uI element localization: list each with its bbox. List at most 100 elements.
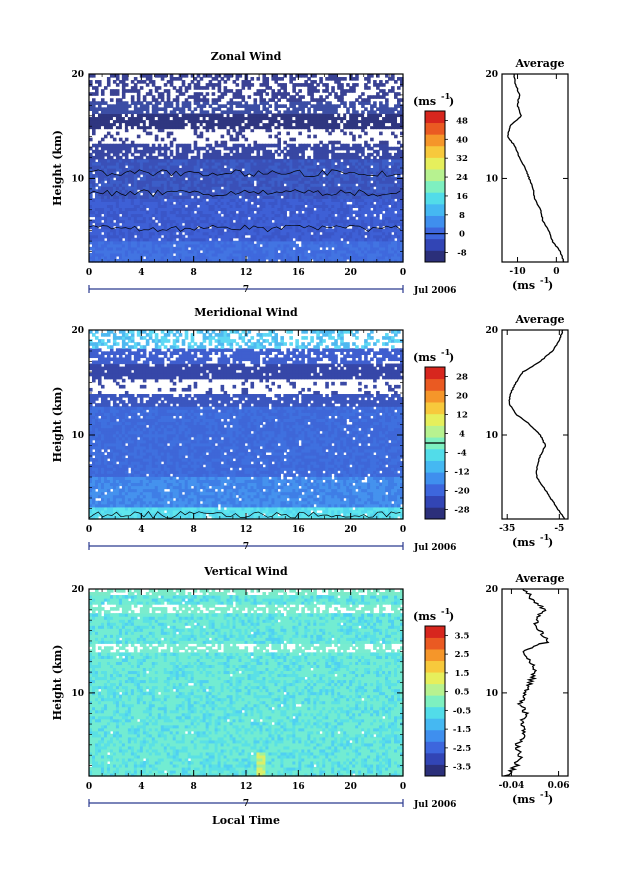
heatmap-cell <box>166 237 171 242</box>
heatmap-cell <box>103 125 108 130</box>
heatmap-cell <box>175 89 180 93</box>
heatmap-cell <box>328 243 332 248</box>
heatmap-cell <box>163 213 168 218</box>
heatmap-cell <box>151 143 156 148</box>
heatmap-cell <box>205 98 210 102</box>
heatmap-cell <box>310 86 314 90</box>
heatmap-cell <box>376 107 380 111</box>
heatmap-cell <box>199 189 204 193</box>
heatmap-cell <box>289 80 293 84</box>
heatmap-cell <box>214 140 219 145</box>
heatmap-cell <box>397 122 401 127</box>
heatmap-cell <box>163 146 168 151</box>
heatmap-cell <box>208 143 213 148</box>
heatmap-cell <box>127 249 132 254</box>
heatmap-cell <box>367 249 371 254</box>
heatmap-cell <box>325 161 329 166</box>
heatmap-cell <box>271 143 276 148</box>
heatmap-cell <box>226 168 231 172</box>
heatmap-cell <box>295 249 299 254</box>
heatmap-cell <box>121 152 126 157</box>
heatmap-cell <box>184 186 189 190</box>
heatmap-cell <box>391 204 395 209</box>
heatmap-cell <box>187 164 192 169</box>
heatmap-cell <box>241 128 246 133</box>
heatmap-cell <box>112 146 117 151</box>
heatmap-cell <box>106 146 111 151</box>
heatmap-cell <box>163 210 168 215</box>
heatmap-cell <box>268 174 273 178</box>
heatmap-cell <box>214 216 219 221</box>
heatmap-cell <box>325 125 329 130</box>
heatmap-cell <box>346 189 350 193</box>
heatmap-cell <box>301 180 305 184</box>
heatmap-cell <box>130 213 135 218</box>
heatmap-cell <box>295 125 299 130</box>
heatmap-cell <box>292 252 296 257</box>
heatmap-cell <box>121 161 126 166</box>
heatmap-cell <box>289 195 293 199</box>
heatmap-cell <box>157 231 162 236</box>
heatmap-cell <box>289 201 293 205</box>
heatmap-cell <box>316 143 320 148</box>
heatmap-cell <box>151 255 156 260</box>
heatmap-cell <box>322 192 326 196</box>
heatmap-cell <box>109 113 114 118</box>
heatmap-cell <box>316 198 320 202</box>
heatmap-cell <box>97 222 102 227</box>
heatmap-cell <box>277 131 281 136</box>
heatmap-cell <box>211 86 216 90</box>
heatmap-cell <box>316 237 320 242</box>
heatmap-cell <box>319 164 323 169</box>
heatmap-cell <box>160 146 165 151</box>
heatmap-cell <box>142 128 147 133</box>
heatmap-cell <box>382 174 386 178</box>
heatmap-cell <box>259 222 264 227</box>
heatmap-cell <box>148 131 153 136</box>
heatmap-cell <box>232 137 237 142</box>
heatmap-cell <box>364 207 368 212</box>
heatmap-cell <box>358 201 362 205</box>
heatmap-cell <box>226 183 231 187</box>
heatmap-cell <box>94 143 99 148</box>
heatmap-cell <box>310 210 314 215</box>
heatmap-cell <box>163 104 168 108</box>
heatmap-cell <box>91 198 96 202</box>
heatmap-cell <box>103 146 108 151</box>
heatmap-cell <box>391 192 395 196</box>
heatmap-cell <box>340 198 344 202</box>
heatmap-cell <box>106 119 111 124</box>
heatmap-cell <box>154 158 159 163</box>
heatmap-cell <box>391 255 395 260</box>
heatmap-cell <box>295 237 299 242</box>
heatmap-cell <box>379 228 383 233</box>
heatmap-cell <box>112 207 117 212</box>
heatmap-cell <box>343 195 347 199</box>
heatmap-cell <box>286 243 290 248</box>
heatmap-cell <box>223 113 228 118</box>
heatmap-cell <box>280 189 284 193</box>
heatmap-cell <box>259 180 264 184</box>
heatmap-cell <box>277 219 281 224</box>
heatmap-cell <box>163 237 168 242</box>
heatmap-cell <box>229 171 234 175</box>
heatmap-cell <box>157 174 162 178</box>
heatmap-cell <box>355 231 359 236</box>
heatmap-cell <box>376 231 380 236</box>
heatmap-cell <box>184 207 189 212</box>
heatmap-cell <box>352 161 356 166</box>
heatmap-cell <box>388 152 392 157</box>
heatmap-cell <box>301 149 305 154</box>
heatmap-cell <box>259 189 264 193</box>
heatmap-cell <box>151 222 156 227</box>
heatmap-cell <box>325 195 329 199</box>
heatmap-cell <box>283 201 287 205</box>
heatmap-cell <box>271 195 276 199</box>
heatmap-cell <box>379 252 383 257</box>
heatmap-cell <box>301 168 305 172</box>
heatmap-cell <box>397 149 401 154</box>
heatmap-cell <box>400 210 404 215</box>
heatmap-cell <box>382 228 386 233</box>
heatmap-cell <box>94 86 99 90</box>
heatmap-cell <box>379 168 383 172</box>
